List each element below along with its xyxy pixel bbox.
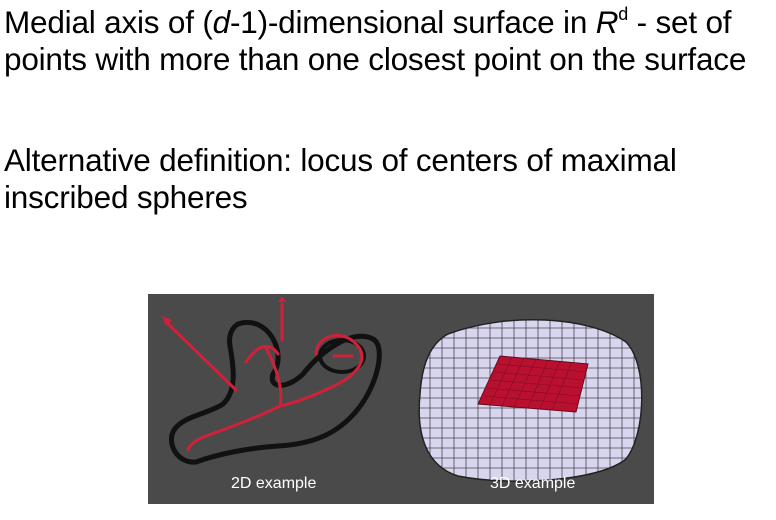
caption-2d-example: 2D example bbox=[231, 475, 317, 492]
definition-text-b: -1)-dimensional surface in bbox=[229, 4, 596, 40]
3d-medial-sheet bbox=[477, 355, 589, 413]
medial-axis-figure: 2D example 3D example bbox=[148, 294, 654, 504]
definition-paragraph: Medial axis of (d-1)-dimensional surface… bbox=[4, 4, 770, 78]
medial-axis-illustration bbox=[162, 296, 643, 482]
2d-medial-axis bbox=[164, 302, 364, 452]
definition-text-a: Medial axis of ( bbox=[4, 4, 213, 40]
2d-hole-outline bbox=[318, 338, 366, 374]
2d-arrowheads bbox=[162, 296, 286, 326]
space-variable-r: R bbox=[595, 4, 619, 40]
dimension-variable-d: d bbox=[212, 4, 231, 40]
definition-text-c: - set of points with more than one close… bbox=[4, 4, 747, 77]
2d-shape-outline bbox=[169, 319, 382, 465]
alternative-definition-paragraph: Alternative definition: locus of centers… bbox=[4, 142, 677, 215]
2d-example bbox=[162, 296, 382, 465]
3d-example bbox=[418, 318, 643, 482]
caption-3d-example: 3D example bbox=[490, 475, 576, 492]
space-superscript: d bbox=[618, 3, 629, 24]
